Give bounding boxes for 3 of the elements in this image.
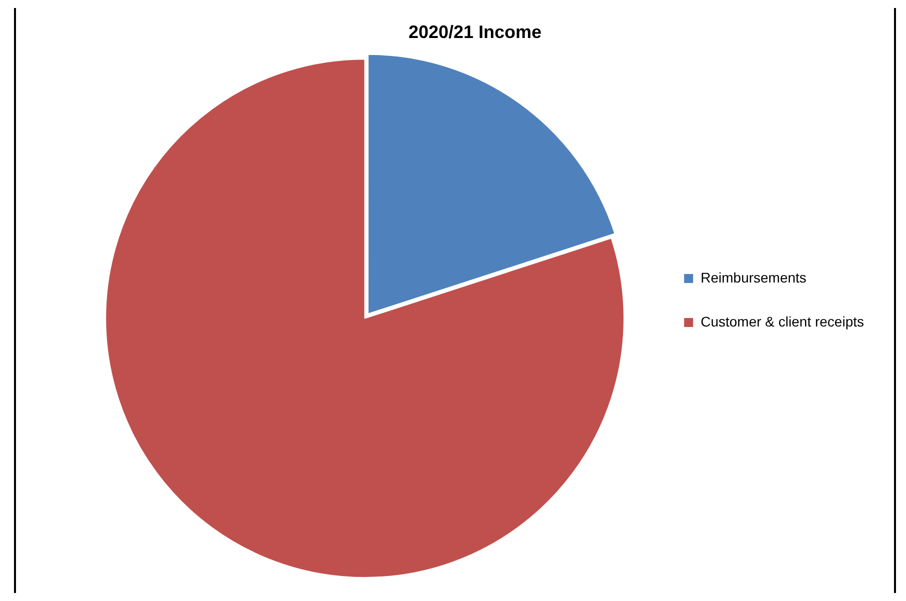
chart-title: 2020/21 Income <box>408 22 542 42</box>
legend-label: Reimbursements <box>700 269 806 286</box>
legend-label: Customer & client receipts <box>700 313 864 330</box>
